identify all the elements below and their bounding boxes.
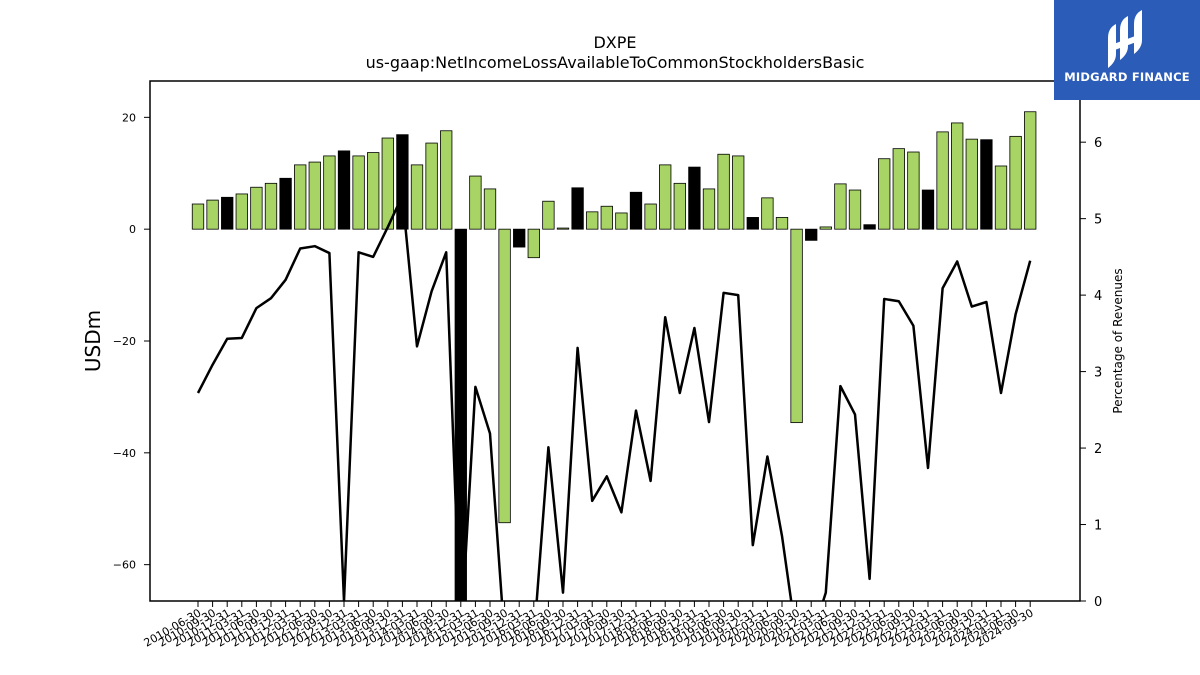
bar xyxy=(805,228,818,241)
bar xyxy=(454,228,467,601)
bar xyxy=(878,158,891,230)
bar xyxy=(352,155,365,230)
bar xyxy=(440,130,453,230)
bar xyxy=(746,217,759,230)
bar xyxy=(513,228,526,248)
bar xyxy=(469,175,482,230)
bar xyxy=(673,182,686,230)
bar xyxy=(323,155,336,230)
bar xyxy=(907,151,920,230)
revenue-percentage-line xyxy=(196,194,1032,601)
line-series xyxy=(196,194,1032,601)
bar xyxy=(425,142,438,230)
bar xyxy=(629,191,643,230)
y-tick-label: −60 xyxy=(113,559,136,572)
bar xyxy=(702,188,716,230)
bar xyxy=(717,153,730,230)
bar xyxy=(936,131,949,230)
bar xyxy=(279,177,292,230)
bar xyxy=(206,199,219,230)
tick-labels: 200−20−40−6001234562010-06-302010-09-302… xyxy=(113,111,1103,649)
bar xyxy=(965,138,978,230)
bar xyxy=(892,148,905,230)
bar xyxy=(1009,135,1022,230)
axes xyxy=(144,80,1086,607)
y-tick-label: −40 xyxy=(113,447,136,460)
chart-title: DXPE xyxy=(593,33,636,52)
bar xyxy=(527,228,540,259)
bar xyxy=(308,161,321,230)
bar xyxy=(191,203,205,230)
logo-mark-icon xyxy=(1108,10,1142,68)
y-axis-label: USDm xyxy=(81,310,105,372)
bar xyxy=(235,193,248,230)
bar xyxy=(264,182,278,230)
y2-tick-label: 5 xyxy=(1094,213,1102,228)
bar xyxy=(556,227,570,230)
y2-tick-label: 6 xyxy=(1094,136,1102,151)
y2-tick-label: 3 xyxy=(1094,366,1102,381)
y2-tick-label: 1 xyxy=(1094,519,1102,534)
bar xyxy=(396,134,409,230)
y-tick-label: −20 xyxy=(113,335,136,348)
y2-tick-label: 0 xyxy=(1094,595,1102,610)
bar xyxy=(294,164,307,230)
bar xyxy=(337,150,351,230)
bar xyxy=(834,183,847,230)
bar xyxy=(542,200,555,230)
chart-subtitle: us-gaap:NetIncomeLossAvailableToCommonSt… xyxy=(366,53,865,72)
bar xyxy=(688,166,701,230)
bar xyxy=(921,189,935,230)
bar xyxy=(994,165,1008,230)
logo-text: MIDGARD FINANCE xyxy=(1064,70,1190,84)
bar xyxy=(848,189,862,230)
bar xyxy=(221,196,234,230)
y2-axis-label: Percentage of Revenues xyxy=(1111,268,1125,413)
bar xyxy=(367,152,380,230)
bars xyxy=(191,111,1037,601)
bar xyxy=(410,164,424,230)
bar xyxy=(732,155,745,230)
bar xyxy=(863,224,876,230)
y2-tick-label: 2 xyxy=(1094,442,1102,457)
bar xyxy=(775,217,789,230)
bar xyxy=(819,226,832,230)
bar xyxy=(483,188,497,230)
bar xyxy=(600,205,613,230)
y2-tick-label: 4 xyxy=(1094,289,1102,304)
bar xyxy=(761,197,774,230)
bar xyxy=(951,122,964,230)
bar xyxy=(980,139,993,230)
bar xyxy=(1024,111,1037,230)
bar xyxy=(571,187,584,230)
bar xyxy=(250,186,263,230)
bar xyxy=(615,212,628,230)
bar xyxy=(644,203,657,230)
bar xyxy=(498,228,511,524)
bar xyxy=(586,211,599,230)
midgard-finance-logo: MIDGARD FINANCE xyxy=(1054,0,1200,100)
bar xyxy=(659,164,672,230)
y-tick-label: 0 xyxy=(129,223,136,236)
y-tick-label: 20 xyxy=(122,111,136,124)
bar xyxy=(790,228,803,424)
